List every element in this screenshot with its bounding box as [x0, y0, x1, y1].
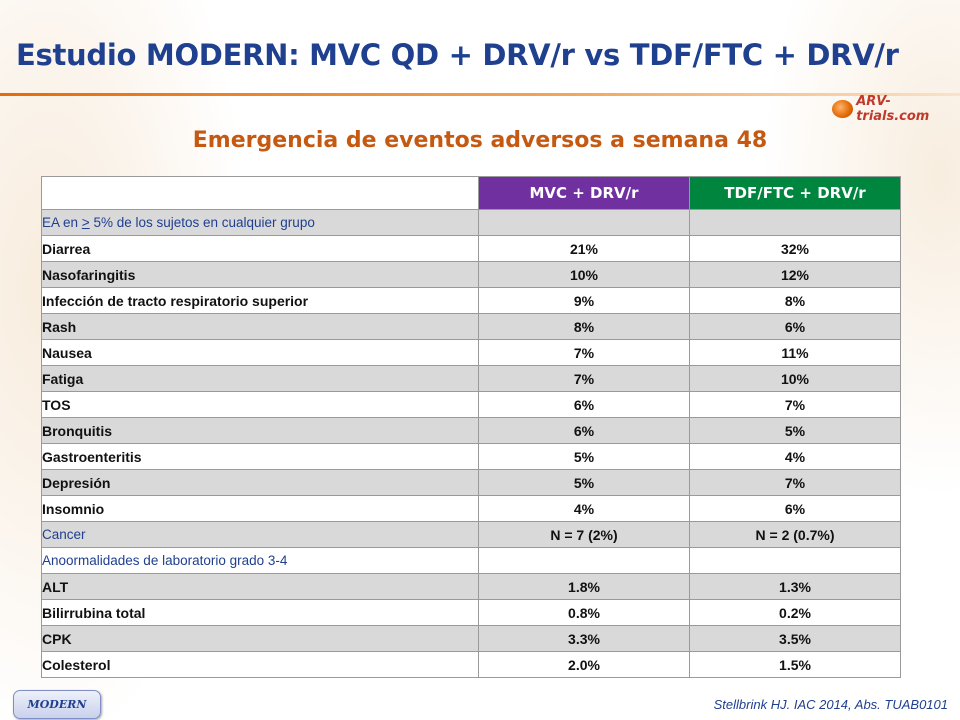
- mvc-value: 21%: [478, 235, 690, 262]
- title-divider: [0, 93, 960, 96]
- section-row-lab: Anoormalidades de laboratorio grado 3-4: [41, 547, 901, 574]
- mvc-value: 7%: [478, 339, 690, 366]
- mvc-value: 7%: [478, 365, 690, 392]
- tdf-value: 32%: [689, 235, 901, 262]
- row-label: Insomnio: [41, 495, 479, 522]
- arv-trials-logo: ARV-trials.com: [832, 94, 960, 124]
- row-label: Diarrea: [41, 235, 479, 262]
- tdf-value: 4%: [689, 443, 901, 470]
- mvc-value: 0.8%: [478, 599, 690, 626]
- mvc-value: 3.3%: [478, 625, 690, 652]
- table-row: Bilirrubina total 0.8% 0.2%: [41, 599, 901, 626]
- row-label: Infección de tracto respiratorio superio…: [41, 287, 479, 314]
- row-label: Nasofaringitis: [41, 261, 479, 288]
- empty-cell: [689, 209, 901, 236]
- tdf-value: 8%: [689, 287, 901, 314]
- table-body: EA en > 5% de los sujetos en cualquier g…: [41, 209, 901, 678]
- section-ea-prefix: EA en: [42, 214, 82, 230]
- mvc-value: 8%: [478, 313, 690, 340]
- table-row: TOS 6% 7%: [41, 391, 901, 418]
- tdf-value: 7%: [689, 391, 901, 418]
- tdf-value: 5%: [689, 417, 901, 444]
- table-row: Infección de tracto respiratorio superio…: [41, 287, 901, 314]
- greater-equal-symbol: >: [81, 214, 90, 230]
- tdf-value: 7%: [689, 469, 901, 496]
- row-label: Colesterol: [41, 651, 479, 678]
- citation: Stellbrink HJ. IAC 2014, Abs. TUAB0101: [713, 697, 948, 712]
- logo-text: ARV-trials.com: [856, 94, 930, 124]
- row-label: Cancer: [41, 521, 479, 548]
- mvc-value: 6%: [478, 391, 690, 418]
- mvc-value: 9%: [478, 287, 690, 314]
- mvc-value: 5%: [478, 469, 690, 496]
- table-row: Cancer N = 7 (2%) N = 2 (0.7%): [41, 521, 901, 548]
- row-label: Gastroenteritis: [41, 443, 479, 470]
- table-row: Bronquitis 6% 5%: [41, 417, 901, 444]
- tdf-value: 10%: [689, 365, 901, 392]
- mvc-value: 10%: [478, 261, 690, 288]
- header-mvc-arm: MVC + DRV/r: [478, 176, 690, 210]
- study-badge: MODERN: [13, 690, 101, 719]
- logo-icon: [832, 100, 854, 118]
- tdf-value: 12%: [689, 261, 901, 288]
- row-label: Bilirrubina total: [41, 599, 479, 626]
- table-header-row: MVC + DRV/r TDF/FTC + DRV/r: [41, 176, 901, 210]
- slide-title: Estudio MODERN: MVC QD + DRV/r vs TDF/FT…: [16, 38, 899, 72]
- table-row: Fatiga 7% 10%: [41, 365, 901, 392]
- table-row: Diarrea 21% 32%: [41, 235, 901, 262]
- mvc-value: 5%: [478, 443, 690, 470]
- tdf-value: 6%: [689, 495, 901, 522]
- empty-cell: [689, 547, 901, 574]
- header-empty-cell: [41, 176, 479, 210]
- tdf-value: 3.5%: [689, 625, 901, 652]
- table-row: Nausea 7% 11%: [41, 339, 901, 366]
- row-label: CPK: [41, 625, 479, 652]
- adverse-events-table: MVC + DRV/r TDF/FTC + DRV/r EA en > 5% d…: [41, 176, 901, 678]
- table-row: Colesterol 2.0% 1.5%: [41, 651, 901, 678]
- mvc-value: 6%: [478, 417, 690, 444]
- section-label-ea: EA en > 5% de los sujetos en cualquier g…: [41, 209, 479, 236]
- row-label: Fatiga: [41, 365, 479, 392]
- tdf-value: N = 2 (0.7%): [689, 521, 901, 548]
- row-label: Bronquitis: [41, 417, 479, 444]
- section-ea-suffix: 5% de los sujetos en cualquier grupo: [89, 214, 315, 230]
- mvc-value: 1.8%: [478, 573, 690, 600]
- tdf-value: 1.5%: [689, 651, 901, 678]
- slide-subtitle: Emergencia de eventos adversos a semana …: [192, 128, 768, 153]
- row-label: TOS: [41, 391, 479, 418]
- table-row: ALT 1.8% 1.3%: [41, 573, 901, 600]
- empty-cell: [478, 547, 690, 574]
- tdf-value: 6%: [689, 313, 901, 340]
- section-row-ea: EA en > 5% de los sujetos en cualquier g…: [41, 209, 901, 236]
- row-label: Depresión: [41, 469, 479, 496]
- empty-cell: [478, 209, 690, 236]
- row-label: ALT: [41, 573, 479, 600]
- table-row: Rash 8% 6%: [41, 313, 901, 340]
- row-label: Nausea: [41, 339, 479, 366]
- table-row: Insomnio 4% 6%: [41, 495, 901, 522]
- mvc-value: N = 7 (2%): [478, 521, 690, 548]
- table-row: Depresión 5% 7%: [41, 469, 901, 496]
- tdf-value: 0.2%: [689, 599, 901, 626]
- table-row: Gastroenteritis 5% 4%: [41, 443, 901, 470]
- mvc-value: 4%: [478, 495, 690, 522]
- section-label-lab: Anoormalidades de laboratorio grado 3-4: [41, 547, 479, 574]
- table-row: Nasofaringitis 10% 12%: [41, 261, 901, 288]
- row-label: Rash: [41, 313, 479, 340]
- tdf-value: 11%: [689, 339, 901, 366]
- table-row: CPK 3.3% 3.5%: [41, 625, 901, 652]
- mvc-value: 2.0%: [478, 651, 690, 678]
- header-tdf-arm: TDF/FTC + DRV/r: [689, 176, 901, 210]
- tdf-value: 1.3%: [689, 573, 901, 600]
